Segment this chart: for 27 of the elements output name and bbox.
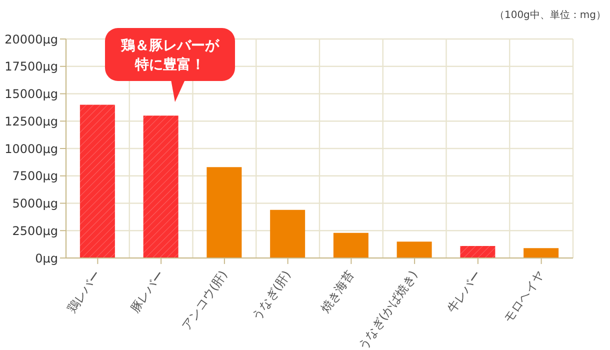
y-tick-label: 17500µg (4, 60, 58, 74)
x-tick-label: モロヘイヤ (501, 268, 548, 326)
x-tick-label: 鶏レバー (64, 268, 104, 316)
y-tick-label: 2500µg (12, 224, 58, 238)
y-tick-label: 20000µg (4, 32, 58, 46)
y-tick-label: 10000µg (4, 142, 58, 156)
y-tick-label: 0µg (35, 251, 58, 266)
x-tick-label: 豚レバー (128, 268, 167, 316)
y-tick-label: 7500µg (12, 169, 58, 184)
bar (460, 246, 496, 258)
annotation: 鶏＆豚レバーが特に豊富！ (120, 38, 220, 73)
y-tick-label: 15000µg (4, 87, 58, 102)
x-tick-label: うなぎ(肝) (249, 268, 294, 324)
x-tick-label: うなぎ(かば焼き) (355, 268, 420, 350)
bar (270, 210, 306, 258)
x-tick-label: 焼き海苔 (318, 268, 357, 316)
bar (206, 167, 242, 258)
x-tick-label: 牛レバー (444, 268, 484, 316)
bar (80, 104, 115, 258)
bar (143, 116, 178, 258)
y-tick-label: 5000µg (12, 196, 58, 211)
x-tick-label: アンコウ(肝) (178, 268, 230, 333)
text: （100g中、単位：mg） (494, 8, 606, 22)
bar (524, 248, 559, 258)
bar (396, 242, 432, 258)
y-tick-label: 12500µg (4, 114, 58, 128)
bar (333, 232, 368, 258)
